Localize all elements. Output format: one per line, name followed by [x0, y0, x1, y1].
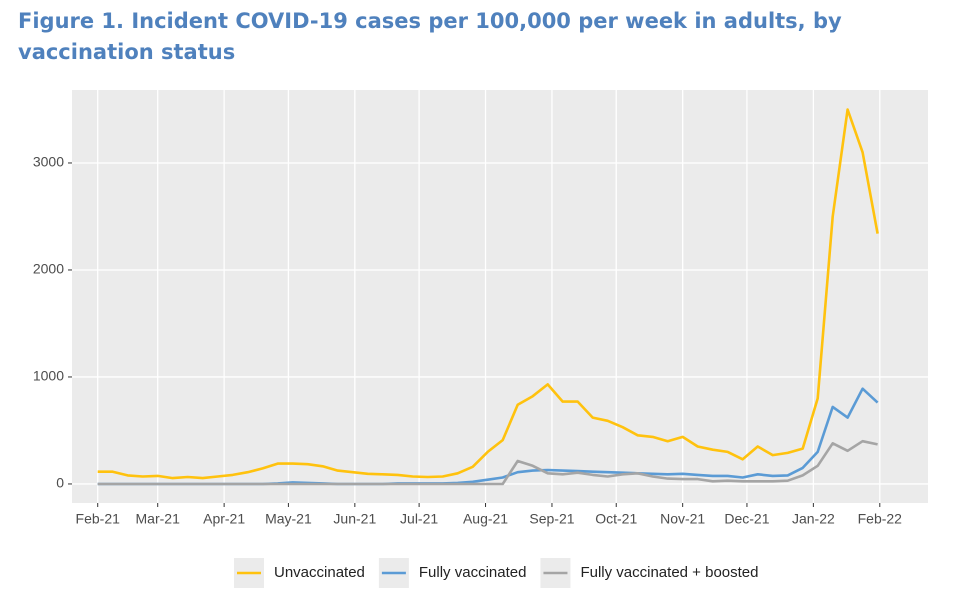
x-tick-label: Sep-21 — [529, 511, 574, 527]
series-line — [97, 108, 879, 480]
series-line — [97, 439, 878, 486]
x-tick-label: May-21 — [265, 511, 312, 527]
x-tick-label: Jan-22 — [792, 511, 835, 527]
y-tick-label: 0 — [56, 475, 64, 491]
y-tick-label: 2000 — [33, 261, 64, 277]
x-tick-label: Dec-21 — [724, 511, 769, 527]
chart-title: Figure 1. Incident COVID-19 cases per 10… — [18, 9, 842, 64]
x-tick-label: Jun-21 — [333, 511, 376, 527]
y-tick-label: 3000 — [33, 154, 64, 170]
x-tick-label: Jul-21 — [400, 511, 438, 527]
legend: Unvaccinated Fully vaccinated Fully vaccin… — [234, 558, 758, 588]
x-tick-label: Feb-21 — [76, 511, 121, 527]
x-tick-label: Mar-21 — [136, 511, 181, 527]
legend-label: Fully vaccinated — [419, 564, 527, 581]
x-tick-label: Feb-22 — [858, 511, 903, 527]
plot-background — [72, 90, 928, 503]
legend-label: Fully vaccinated + boosted — [580, 564, 758, 581]
x-tick-label: Nov-21 — [660, 511, 705, 527]
x-tick-label: Oct-21 — [595, 511, 637, 527]
x-tick-label: Apr-21 — [203, 511, 245, 527]
legend-label: Unvaccinated — [274, 564, 365, 581]
x-tick-label: Aug-21 — [463, 511, 508, 527]
y-tick-label: 1000 — [33, 368, 64, 384]
